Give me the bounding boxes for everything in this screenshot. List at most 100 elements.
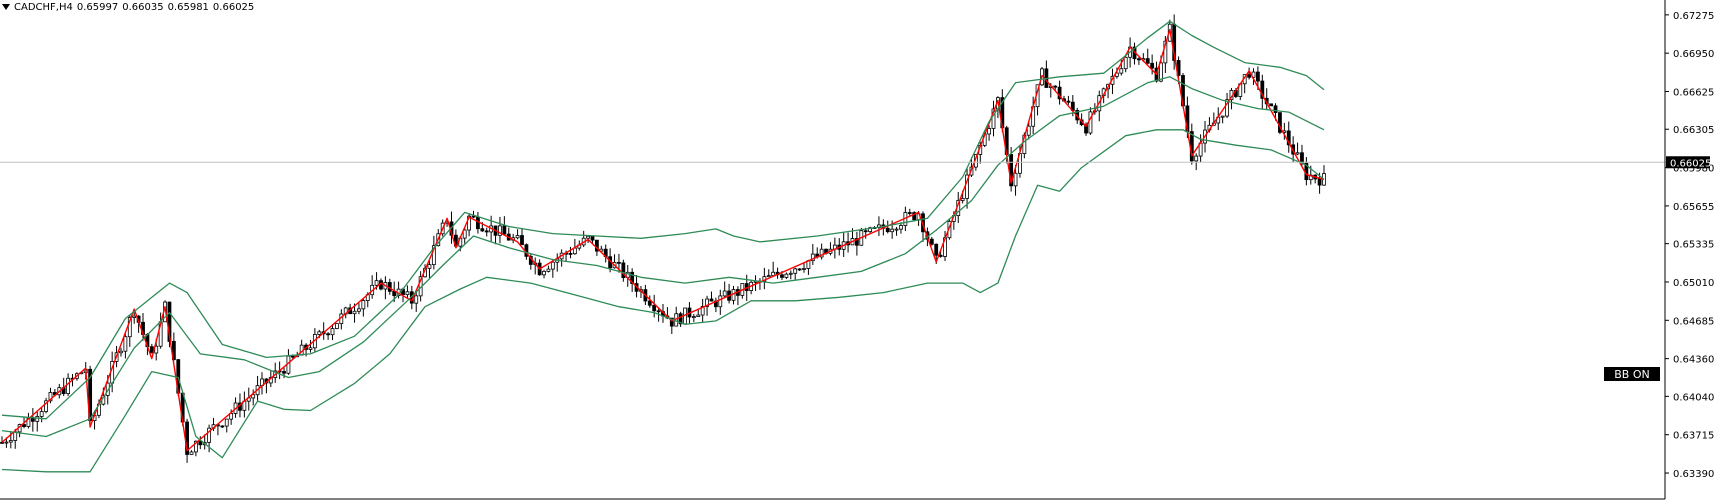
candle-body [330,328,335,336]
candle-body [617,261,621,264]
candle-body [802,268,806,270]
candle-body [502,225,507,235]
candle-body [1066,100,1071,103]
candle-body [586,235,590,239]
candle-body [1194,155,1199,162]
symbol-label: CADCHF,H4 [14,1,73,13]
candle-body [22,424,26,427]
candle-body [621,262,626,279]
candle-body [282,371,286,374]
candle-body [30,417,35,422]
candle-body [934,243,939,256]
candle-body [784,273,789,278]
candle-body [1295,152,1300,155]
candle-body [498,225,502,236]
candle-body [1317,178,1322,186]
y-tick-label: 0.65335 [1673,240,1714,251]
candle-body [48,392,53,402]
candle-body [991,108,996,129]
candle-body [1225,99,1229,117]
candle-body [220,425,225,428]
candle-body [193,440,198,453]
candle-body [13,431,18,441]
candle-body [44,400,48,412]
candle-body [119,350,123,354]
candle-body [700,306,705,316]
candle-body [1269,103,1274,107]
candle-body [691,316,696,318]
dropdown-triangle-icon[interactable] [2,4,10,10]
candle-body [678,313,683,325]
candle-body [1247,74,1251,78]
y-tick-label: 0.65655 [1673,202,1714,213]
plot-area [0,14,1665,473]
candle-body [987,128,991,135]
candle-body [1119,68,1124,74]
candle-body [780,274,784,278]
candle-body [766,275,771,278]
candle-body [709,298,714,302]
candle-body [899,225,903,230]
candle-body [35,416,40,422]
candle-body [652,304,657,312]
bollinger_upper-line [1,20,1325,420]
bollinger_middle-line [1,76,1325,438]
candle-body [405,291,410,295]
chart-header: CADCHF,H4 0.65997 0.66035 0.65981 0.6602… [0,0,254,14]
candle-body [568,253,573,255]
candle-body [1251,71,1256,78]
candle-body [1159,62,1163,82]
candle-body [1300,152,1304,164]
candle-body [1026,125,1031,136]
candle-body [938,254,943,257]
candle-body [590,235,595,241]
bb-status-badge[interactable]: BB ON [1604,367,1660,381]
candle-body [290,355,295,358]
candle-body [1256,71,1260,82]
candle-body [8,440,13,443]
candle-body [471,215,476,218]
candle-body [467,215,472,231]
candle-body [4,441,9,444]
candle-body [484,230,489,233]
candle-body [1278,112,1282,133]
candle-body [546,268,551,272]
candle-body [132,315,137,318]
candle-body [1057,86,1062,100]
candle-body [656,310,661,313]
y-tick-label: 0.64685 [1673,316,1714,327]
candle-body [1053,85,1058,88]
candle-body [520,235,524,246]
candle-body [912,212,917,221]
current-price-tag [1666,156,1710,169]
candle-body [127,317,132,338]
candle-body [1137,58,1141,61]
y-tick-label: 0.67275 [1673,11,1714,22]
y-tick-label: 0.64040 [1673,392,1714,403]
candle-body [797,268,802,271]
candle-body [894,228,899,231]
candle-body [907,212,912,214]
candle-body [317,331,322,335]
candle-body [1260,80,1265,99]
candle-body [1286,130,1291,146]
candle-body [1123,56,1128,70]
candle-body [515,235,520,239]
candle-body [335,323,339,329]
candlesticks [0,14,1326,463]
candle-body [357,308,361,312]
ohlc-high: 0.66035 [122,1,164,13]
candle-body [189,451,194,455]
candle-body [1220,115,1225,118]
candle-body [647,300,652,306]
candle-body [810,253,815,262]
ohlc-close: 0.66025 [212,1,255,13]
candle-body [542,270,546,276]
candle-body [885,227,890,233]
y-tick-label: 0.63715 [1673,431,1714,442]
candle-body [224,418,229,427]
candle-body [722,290,727,297]
candle-body [427,264,432,269]
